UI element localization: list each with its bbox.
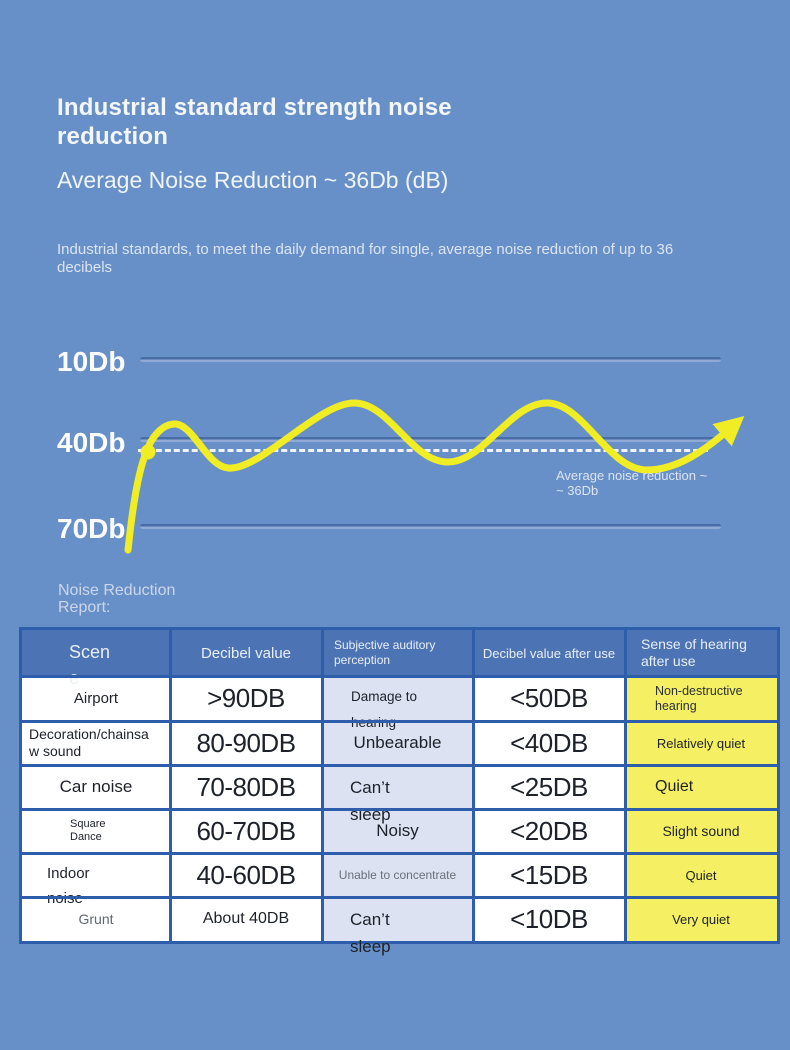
table-col-divider — [321, 627, 324, 944]
cell-decibel: About 40DB — [170, 897, 322, 941]
gridline-40db — [140, 437, 721, 442]
cell-after-use: <10DB — [473, 897, 625, 941]
cell-after-use: <50DB — [473, 676, 625, 721]
cell-sense: Slight sound — [625, 809, 777, 853]
cell-perception: Can’t sleep — [322, 765, 473, 824]
cell-scene: Square Dance — [22, 809, 170, 853]
cell-perception: Damage to hearing — [322, 676, 473, 730]
cell-decibel: 80-90DB — [170, 721, 322, 765]
table-col-divider — [624, 627, 627, 944]
table-row-divider — [19, 852, 780, 855]
cell-scene: Car noise — [22, 765, 170, 809]
axis-label-10db: 10Db — [57, 346, 126, 377]
cell-perception: Unbearable — [322, 721, 473, 765]
cell-decibel: 70-80DB — [170, 765, 322, 809]
wave-start-dot — [140, 444, 156, 460]
cell-scene: Indoor noise — [22, 853, 170, 907]
cell-perception: Unable to concentrate — [322, 853, 473, 897]
table-col-divider — [169, 627, 172, 944]
cell-after-use: <40DB — [473, 721, 625, 765]
cell-perception: Can’t sleep — [322, 897, 473, 956]
cell-decibel: 40-60DB — [170, 853, 322, 897]
table-row-divider — [19, 764, 780, 767]
page-description: Industrial standards, to meet the daily … — [57, 241, 674, 276]
table-row-divider — [19, 675, 780, 678]
cell-after-use: <25DB — [473, 765, 625, 809]
gridline-70db — [140, 524, 721, 529]
cell-sense: Non-destructive hearing — [625, 676, 777, 721]
cell-scene: Decoration/chainsaw sound — [22, 721, 170, 765]
table-row-divider — [19, 896, 780, 899]
axis-label-70db: 70Db — [57, 513, 126, 544]
cell-sense: Relatively quiet — [625, 721, 777, 765]
cell-scene: Airport — [22, 676, 170, 721]
average-dashed-line — [138, 449, 708, 452]
average-annotation-line2: ~ 36Db — [556, 482, 599, 498]
col-header-decibel-after-use: Decibel value after use — [473, 630, 625, 676]
cell-sense: Quiet — [625, 853, 777, 897]
page-subtitle: Average Noise Reduction ~ 36Db (dB) — [57, 167, 449, 193]
table-row-divider — [19, 720, 780, 723]
report-label: Noise Reduction Report: — [58, 582, 176, 616]
cell-decibel: >90DB — [170, 676, 322, 721]
cell-after-use: <15DB — [473, 853, 625, 897]
noise-report-table: Scene Decibel value Subjective auditory … — [19, 627, 780, 956]
col-header-decibel-value: Decibel value — [170, 630, 322, 676]
table-col-divider — [472, 627, 475, 944]
col-header-sense-after-use: Sense of hearing after use — [625, 630, 777, 676]
page-title: Industrial standard strength noise reduc… — [57, 94, 452, 150]
cell-decibel: 60-70DB — [170, 809, 322, 853]
col-header-subjective-perception: Subjective auditory perception — [322, 630, 473, 676]
average-annotation: Average noise reduction ~ ~ 36Db — [556, 468, 708, 498]
cell-sense: Quiet — [625, 765, 777, 809]
axis-label-40db: 40Db — [57, 427, 126, 458]
cell-scene: Grunt — [22, 897, 170, 941]
cell-after-use: <20DB — [473, 809, 625, 853]
table-row-divider — [19, 808, 780, 811]
average-annotation-line1: Average noise reduction ~ — [556, 468, 708, 483]
cell-sense: Very quiet — [625, 897, 777, 941]
col-header-scene: Scene — [22, 630, 170, 688]
cell-perception: Noisy — [322, 809, 473, 853]
gridline-10db — [140, 357, 721, 362]
